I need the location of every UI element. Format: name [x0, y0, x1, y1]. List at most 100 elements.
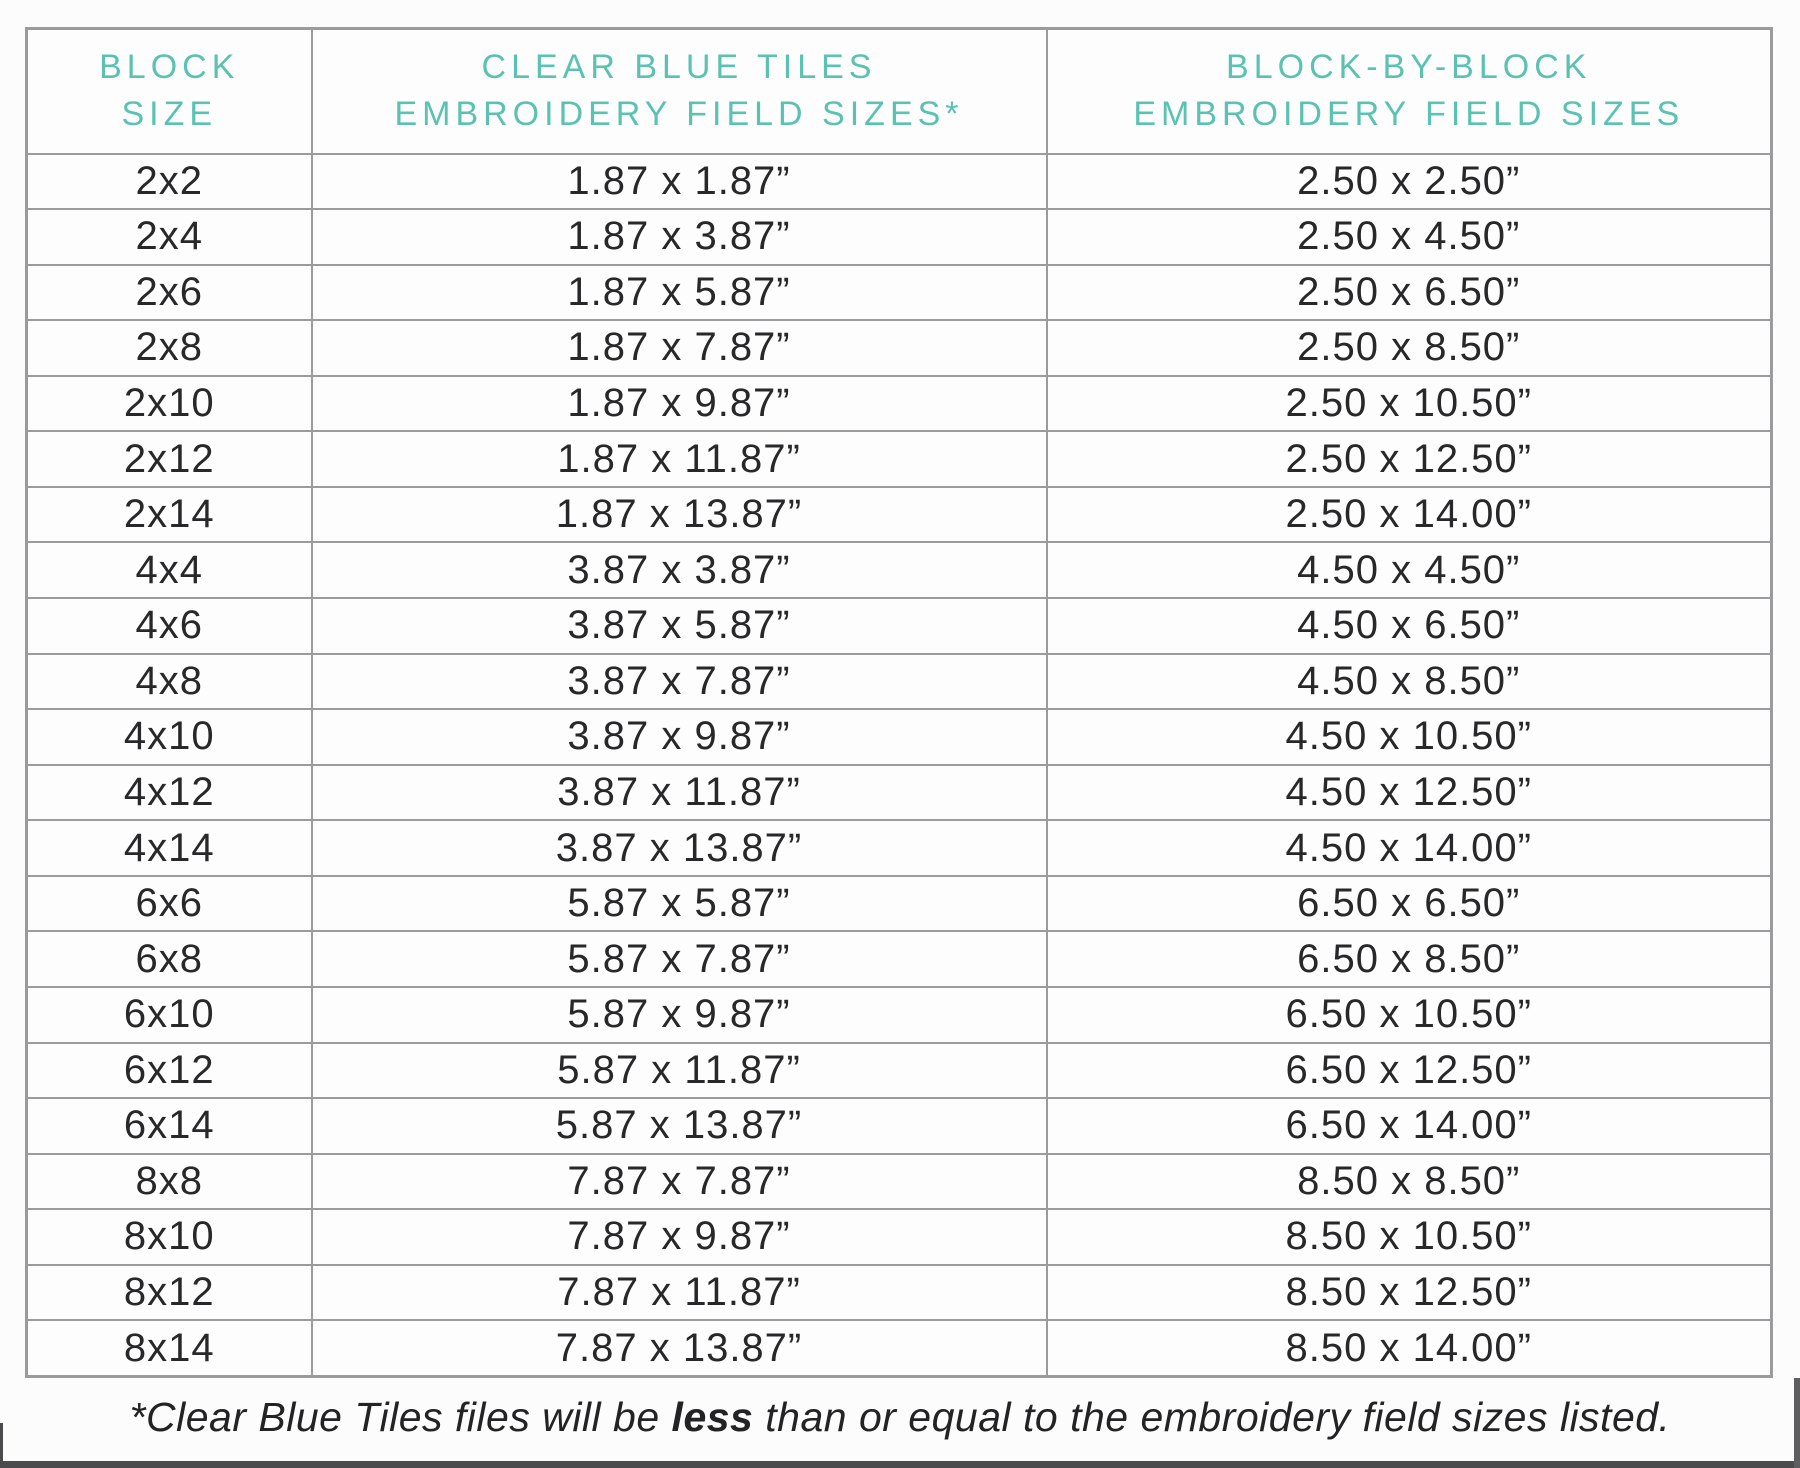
block-size-cell: 6x6 [25, 874, 313, 933]
block-by-block-cell: 8.50 x 12.50” [1045, 1263, 1773, 1322]
block-size-cell: 2x6 [25, 263, 313, 322]
size-chart-table: BLOCK SIZE CLEAR BLUE TILES EMBROIDERY F… [25, 27, 1773, 1378]
table-row: 2x8 1.87 x 7.87” 2.50 x 8.50” [25, 319, 1773, 377]
block-by-block-cell: 2.50 x 6.50” [1045, 263, 1773, 322]
header-line: CLEAR BLUE TILES [481, 48, 877, 87]
table-row: 4x8 3.87 x 7.87” 4.50 x 8.50” [25, 652, 1773, 711]
header-line: EMBROIDERY FIELD SIZES [1133, 95, 1685, 134]
block-by-block-cell: 6.50 x 8.50” [1045, 930, 1773, 988]
block-by-block-cell: 4.50 x 8.50” [1045, 652, 1773, 711]
clear-blue-tiles-cell: 5.87 x 11.87” [310, 1041, 1048, 1100]
block-size-cell: 6x14 [25, 1097, 313, 1155]
block-by-block-cell: 8.50 x 10.50” [1045, 1208, 1773, 1266]
clear-blue-tiles-cell: 7.87 x 9.87” [310, 1208, 1048, 1266]
block-size-cell: 4x12 [25, 763, 313, 822]
block-by-block-cell: 2.50 x 10.50” [1045, 374, 1773, 433]
table-row: 2x2 1.87 x 1.87” 2.50 x 2.50” [25, 152, 1773, 211]
block-by-block-cell: 2.50 x 2.50” [1045, 152, 1773, 211]
block-size-cell: 4x4 [25, 541, 313, 599]
block-by-block-cell: 2.50 x 12.50” [1045, 430, 1773, 488]
block-size-cell: 2x12 [25, 430, 313, 488]
table-row: 2x12 1.87 x 11.87” 2.50 x 12.50” [25, 430, 1773, 488]
block-size-cell: 2x2 [25, 152, 313, 211]
table-row: 4x4 3.87 x 3.87” 4.50 x 4.50” [25, 541, 1773, 599]
block-by-block-cell: 4.50 x 12.50” [1045, 763, 1773, 822]
table-row: 2x4 1.87 x 3.87” 2.50 x 4.50” [25, 208, 1773, 266]
block-size-cell: 4x6 [25, 597, 313, 655]
block-by-block-cell: 4.50 x 6.50” [1045, 597, 1773, 655]
table-row: 8x8 7.87 x 7.87” 8.50 x 8.50” [25, 1152, 1773, 1211]
clear-blue-tiles-cell: 3.87 x 7.87” [310, 652, 1048, 711]
header-line: SIZE [121, 95, 218, 134]
clear-blue-tiles-cell: 3.87 x 11.87” [310, 763, 1048, 822]
table-row: 2x14 1.87 x 13.87” 2.50 x 14.00” [25, 485, 1773, 544]
block-size-cell: 4x14 [25, 819, 313, 877]
table-body: 2x2 1.87 x 1.87” 2.50 x 2.50” 2x4 1.87 x 3.8… [25, 152, 1773, 1378]
clear-blue-tiles-cell: 1.87 x 5.87” [310, 263, 1048, 322]
page-left-edge [0, 1423, 3, 1468]
block-size-cell: 8x10 [25, 1208, 313, 1266]
clear-blue-tiles-cell: 5.87 x 7.87” [310, 930, 1048, 988]
block-size-cell: 2x4 [25, 208, 313, 266]
table-row: 6x6 5.87 x 5.87” 6.50 x 6.50” [25, 874, 1773, 933]
clear-blue-tiles-cell: 5.87 x 5.87” [310, 874, 1048, 933]
clear-blue-tiles-cell: 3.87 x 5.87” [310, 597, 1048, 655]
block-by-block-cell: 6.50 x 6.50” [1045, 874, 1773, 933]
block-size-cell: 6x8 [25, 930, 313, 988]
footnote: *Clear Blue Tiles files will be less tha… [0, 1394, 1800, 1441]
block-size-cell: 8x8 [25, 1152, 313, 1211]
size-chart: BLOCK SIZE CLEAR BLUE TILES EMBROIDERY F… [25, 27, 1773, 1378]
block-size-cell: 6x12 [25, 1041, 313, 1100]
clear-blue-tiles-cell: 7.87 x 13.87” [310, 1319, 1048, 1378]
clear-blue-tiles-cell: 7.87 x 7.87” [310, 1152, 1048, 1211]
clear-blue-tiles-cell: 1.87 x 7.87” [310, 319, 1048, 377]
block-by-block-cell: 8.50 x 8.50” [1045, 1152, 1773, 1211]
block-by-block-cell: 4.50 x 14.00” [1045, 819, 1773, 877]
header-line: EMBROIDERY FIELD SIZES* [394, 95, 964, 134]
clear-blue-tiles-cell: 3.87 x 3.87” [310, 541, 1048, 599]
block-by-block-cell: 8.50 x 14.00” [1045, 1319, 1773, 1378]
block-size-cell: 4x8 [25, 652, 313, 711]
block-by-block-cell: 2.50 x 4.50” [1045, 208, 1773, 266]
block-by-block-cell: 6.50 x 12.50” [1045, 1041, 1773, 1100]
clear-blue-tiles-cell: 5.87 x 13.87” [310, 1097, 1048, 1155]
block-size-cell: 8x14 [25, 1319, 313, 1378]
table-row: 2x6 1.87 x 5.87” 2.50 x 6.50” [25, 263, 1773, 322]
block-by-block-cell: 2.50 x 14.00” [1045, 485, 1773, 544]
page-bottom-edge [0, 1461, 1800, 1468]
table-row: 4x12 3.87 x 11.87” 4.50 x 12.50” [25, 763, 1773, 822]
table-row: 8x12 7.87 x 11.87” 8.50 x 12.50” [25, 1263, 1773, 1322]
column-header-block-size: BLOCK SIZE [25, 27, 313, 155]
header-line: BLOCK-BY-BLOCK [1226, 48, 1592, 87]
block-by-block-cell: 6.50 x 10.50” [1045, 985, 1773, 1044]
table-row: 2x10 1.87 x 9.87” 2.50 x 10.50” [25, 374, 1773, 433]
footnote-text-emphasis: less [671, 1394, 754, 1440]
clear-blue-tiles-cell: 7.87 x 11.87” [310, 1263, 1048, 1322]
header-row: BLOCK SIZE CLEAR BLUE TILES EMBROIDERY F… [25, 27, 1773, 155]
clear-blue-tiles-cell: 1.87 x 3.87” [310, 208, 1048, 266]
table-row: 6x12 5.87 x 11.87” 6.50 x 12.50” [25, 1041, 1773, 1100]
block-by-block-cell: 2.50 x 8.50” [1045, 319, 1773, 377]
header-line: BLOCK [99, 48, 240, 87]
table-row: 4x6 3.87 x 5.87” 4.50 x 6.50” [25, 597, 1773, 655]
block-size-cell: 8x12 [25, 1263, 313, 1322]
clear-blue-tiles-cell: 1.87 x 13.87” [310, 485, 1048, 544]
clear-blue-tiles-cell: 3.87 x 13.87” [310, 819, 1048, 877]
table-row: 6x10 5.87 x 9.87” 6.50 x 10.50” [25, 985, 1773, 1044]
table-row: 4x10 3.87 x 9.87” 4.50 x 10.50” [25, 708, 1773, 766]
table-row: 6x8 5.87 x 7.87” 6.50 x 8.50” [25, 930, 1773, 988]
table-row: 8x10 7.87 x 9.87” 8.50 x 10.50” [25, 1208, 1773, 1266]
clear-blue-tiles-cell: 1.87 x 11.87” [310, 430, 1048, 488]
block-by-block-cell: 6.50 x 14.00” [1045, 1097, 1773, 1155]
table-row: 6x14 5.87 x 13.87” 6.50 x 14.00” [25, 1097, 1773, 1155]
block-size-cell: 2x10 [25, 374, 313, 433]
block-size-cell: 4x10 [25, 708, 313, 766]
table-row: 4x14 3.87 x 13.87” 4.50 x 14.00” [25, 819, 1773, 877]
clear-blue-tiles-cell: 1.87 x 1.87” [310, 152, 1048, 211]
block-size-cell: 2x8 [25, 319, 313, 377]
column-header-block-by-block: BLOCK-BY-BLOCK EMBROIDERY FIELD SIZES [1045, 27, 1773, 155]
clear-blue-tiles-cell: 3.87 x 9.87” [310, 708, 1048, 766]
clear-blue-tiles-cell: 5.87 x 9.87” [310, 985, 1048, 1044]
table-header: BLOCK SIZE CLEAR BLUE TILES EMBROIDERY F… [25, 27, 1773, 155]
table-row: 8x14 7.87 x 13.87” 8.50 x 14.00” [25, 1319, 1773, 1378]
